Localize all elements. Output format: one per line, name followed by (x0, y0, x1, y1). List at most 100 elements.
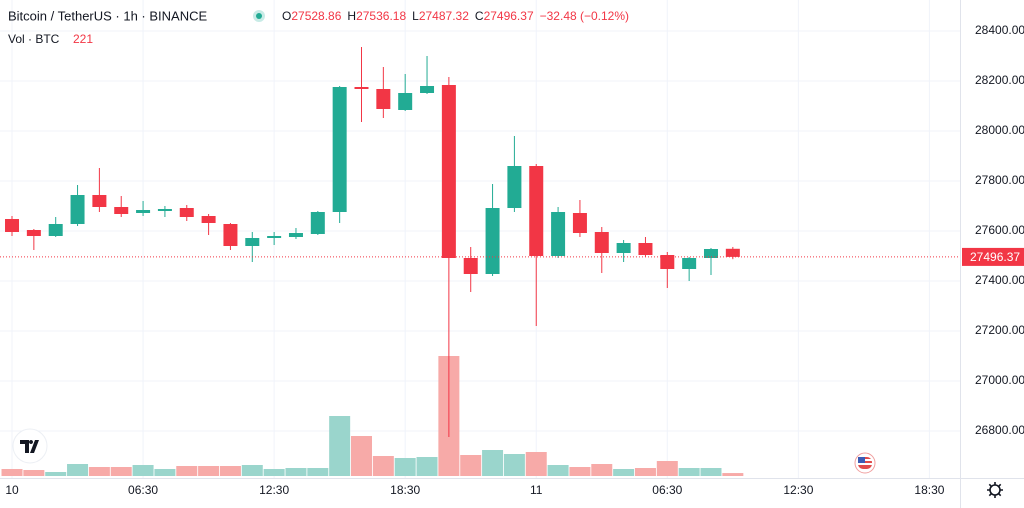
ohlc-letter: C (475, 9, 484, 23)
ohlc-values: O27528.86 H27536.18 L27487.32 C27496.37 −32.… (282, 9, 629, 23)
symbol-title: Bitcoin / TetherUS · 1h · BINANCE (8, 8, 207, 23)
candle-body (616, 243, 631, 253)
x-tick-label: 12:30 (783, 483, 813, 497)
volume-bar (285, 468, 307, 476)
y-tick-label: 27200.00 (975, 323, 1024, 337)
volume-bar (45, 472, 67, 476)
ohlc-value: 27536.18 (356, 9, 406, 23)
volume-bar (329, 416, 351, 476)
gear[interactable] (987, 482, 1003, 498)
candle-body (310, 212, 325, 234)
candle-body (136, 210, 151, 213)
y-tick-label: 28000.00 (975, 123, 1024, 137)
candle-body (201, 216, 216, 223)
candle-body (48, 224, 63, 236)
y-tick-label: 26800.00 (975, 423, 1024, 437)
candle-body (572, 213, 587, 233)
volume-bar (110, 467, 132, 476)
candle-body (267, 236, 282, 238)
logo-circle (12, 428, 48, 464)
legend: Bitcoin / TetherUS · 1h · BINANCE O27528… (8, 8, 629, 46)
y-tick-label: 27800.00 (975, 173, 1024, 187)
volume-value: 221 (73, 32, 93, 46)
volume-bar (678, 468, 700, 476)
volume-bar (613, 469, 635, 476)
volume-bar (198, 466, 220, 476)
candle-body (354, 87, 369, 89)
candle-body (441, 85, 456, 258)
candle-body (420, 86, 435, 93)
volume-bar (176, 466, 198, 476)
ohlc-value: 27528.86 (291, 9, 341, 23)
logo-mark (20, 440, 39, 453)
candles (0, 47, 960, 437)
volume-bar (569, 467, 591, 476)
volume-bar (241, 465, 263, 476)
volume-bar (656, 461, 678, 476)
candle-body (179, 208, 194, 217)
x-tick-label: 10 (5, 483, 19, 497)
flag (858, 463, 872, 465)
volume-bar (634, 468, 656, 476)
volume-bar (307, 468, 329, 476)
candle-body (92, 195, 107, 207)
volume-bar (525, 452, 547, 476)
candle-body (398, 93, 413, 110)
candle-body (5, 219, 20, 232)
candle-body (485, 208, 500, 274)
candle-body (376, 89, 391, 109)
y-tick-label: 28400.00 (975, 23, 1024, 37)
x-tick-label: 11 (530, 483, 543, 497)
volume-bar (351, 436, 373, 476)
x-tick-label: 18:30 (914, 483, 944, 497)
volume-bar (154, 469, 176, 476)
candle-body (660, 255, 675, 269)
candle-body (463, 258, 478, 274)
candle-body (703, 249, 718, 258)
flag (858, 457, 865, 463)
axes: 26800.00 27000.00 27200.00 27400.00 27600.00… (5, 23, 1024, 497)
candle-body (638, 243, 653, 255)
candle-body (507, 166, 522, 208)
candle-body (245, 238, 260, 246)
ohlc-letter: L (412, 9, 419, 23)
candle-body (223, 224, 238, 246)
volume-bar (132, 465, 154, 476)
last-price-box (962, 247, 1024, 266)
candle-body (114, 207, 129, 214)
x-tick-label: 06:30 (652, 483, 682, 497)
candle-body (157, 209, 172, 211)
x-tick-label: 18:30 (390, 483, 420, 497)
volume-bar (88, 467, 110, 476)
candle-body (725, 248, 740, 257)
ohlc-letter: O (282, 9, 291, 23)
settings-icon[interactable] (987, 482, 1003, 498)
ohlc-value: 27496.37 (484, 9, 534, 23)
candle-body (551, 212, 566, 256)
status-dot (256, 13, 262, 19)
candle-body (70, 195, 85, 224)
candle-body (529, 166, 544, 256)
volume-bar (23, 470, 45, 476)
x-tick-label: 12:30 (259, 483, 289, 497)
y-tick-label: 28200.00 (975, 73, 1024, 87)
candle-body (26, 230, 41, 236)
volume-bar (503, 454, 525, 476)
volume-bar (482, 450, 504, 476)
candle-body (288, 233, 303, 237)
y-tick-label: 27400.00 (975, 273, 1024, 287)
ohlc-value: 27487.32 (419, 9, 469, 23)
flag-icon (854, 452, 876, 474)
volume-bar (547, 465, 569, 476)
volume-bar (460, 455, 482, 476)
volume-bar (416, 457, 438, 476)
candle-body (332, 87, 347, 212)
last-price-label: 27496.37 (970, 250, 1020, 264)
y-tick-label: 27000.00 (975, 373, 1024, 387)
ohlc-letter: H (347, 9, 356, 23)
candle-body (682, 258, 697, 269)
volume-bar (67, 464, 89, 476)
y-tick-label: 27600.00 (975, 223, 1024, 237)
